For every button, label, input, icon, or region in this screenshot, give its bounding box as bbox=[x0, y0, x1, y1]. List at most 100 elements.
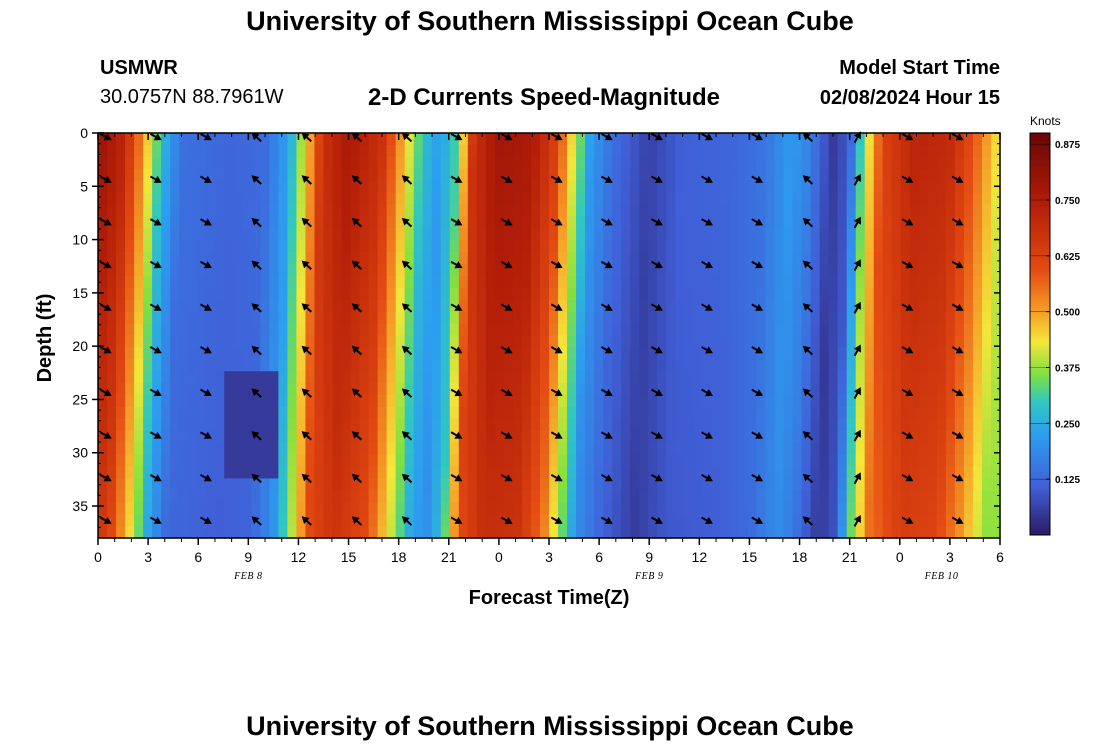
heatmap-cell bbox=[143, 156, 153, 170]
heatmap-cell bbox=[134, 371, 144, 384]
heatmap-cell bbox=[116, 240, 126, 253]
heatmap-cell bbox=[332, 395, 343, 408]
heatmap-cell bbox=[756, 192, 767, 206]
heatmap-cell bbox=[882, 252, 893, 265]
heatmap-cell bbox=[783, 240, 794, 253]
heatmap-cell bbox=[404, 216, 415, 229]
heatmap-cell bbox=[936, 395, 947, 408]
heatmap-cell bbox=[539, 502, 550, 515]
heatmap-cell bbox=[783, 323, 794, 337]
heatmap-cell bbox=[350, 144, 361, 158]
heatmap-cell bbox=[864, 514, 875, 527]
heatmap-cell bbox=[702, 466, 712, 480]
heatmap-cell bbox=[612, 466, 622, 480]
heatmap-cell bbox=[765, 442, 776, 456]
heatmap-cell bbox=[296, 144, 307, 158]
heatmap-cell bbox=[242, 299, 252, 313]
heatmap-cell bbox=[179, 514, 189, 527]
heatmap-cell bbox=[296, 418, 307, 432]
heatmap-cell bbox=[134, 228, 144, 241]
heatmap-cell bbox=[549, 406, 559, 420]
heatmap-cell bbox=[837, 156, 848, 170]
heatmap-cell bbox=[549, 323, 559, 337]
heatmap-cell bbox=[864, 264, 875, 277]
heatmap-cell bbox=[837, 299, 848, 313]
heatmap-cell bbox=[882, 395, 893, 408]
heatmap-cell bbox=[621, 514, 631, 527]
heatmap-cell bbox=[585, 526, 595, 539]
heatmap-cell bbox=[125, 466, 135, 480]
heatmap-cell bbox=[359, 228, 370, 241]
heatmap-cell bbox=[576, 478, 586, 491]
heatmap-cell bbox=[413, 133, 424, 146]
heatmap-cell bbox=[494, 335, 505, 349]
heatmap-cell bbox=[152, 490, 162, 503]
heatmap-cell bbox=[756, 359, 767, 372]
heatmap-cell bbox=[206, 275, 216, 289]
heatmap-cell bbox=[918, 275, 929, 289]
heatmap-cell bbox=[765, 502, 776, 515]
heatmap-cell bbox=[846, 383, 857, 396]
heatmap-cell bbox=[260, 466, 270, 480]
heatmap-cell bbox=[260, 144, 270, 158]
heatmap-cell bbox=[918, 192, 929, 206]
heatmap-cell bbox=[116, 133, 126, 146]
heatmap-cell bbox=[801, 526, 812, 539]
heatmap-cell bbox=[233, 335, 243, 349]
heatmap-cell bbox=[413, 502, 424, 515]
heatmap-cell bbox=[981, 454, 992, 468]
heatmap-cell bbox=[702, 502, 712, 515]
heatmap-cell bbox=[512, 323, 523, 337]
heatmap-cell bbox=[395, 490, 406, 503]
heatmap-cell bbox=[449, 442, 460, 456]
heatmap-cell bbox=[945, 502, 956, 515]
heatmap-cell bbox=[233, 490, 243, 503]
heatmap-cell bbox=[882, 287, 893, 301]
heatmap-cell bbox=[413, 168, 424, 182]
heatmap-cell bbox=[476, 395, 487, 408]
heatmap-cell bbox=[882, 335, 893, 349]
heatmap-cell bbox=[215, 287, 225, 301]
heatmap-cell bbox=[882, 133, 893, 146]
heatmap-cell bbox=[954, 395, 965, 408]
heatmap-cell bbox=[467, 252, 478, 265]
heatmap-cell bbox=[107, 490, 117, 503]
heatmap-cell bbox=[413, 490, 424, 503]
heatmap-cell bbox=[377, 180, 388, 194]
heatmap-cell bbox=[549, 478, 559, 491]
heatmap-cell bbox=[585, 335, 595, 349]
heatmap-cell bbox=[206, 240, 216, 253]
heatmap-cell bbox=[630, 204, 640, 217]
heatmap-cell bbox=[503, 323, 514, 337]
heatmap-cell bbox=[197, 180, 207, 194]
heatmap-cell bbox=[612, 395, 622, 408]
heatmap-cell bbox=[684, 359, 694, 372]
heatmap-cell bbox=[621, 299, 631, 313]
heatmap-cell bbox=[711, 406, 721, 420]
heatmap-cell bbox=[242, 264, 252, 277]
heatmap-cell bbox=[810, 133, 821, 146]
x-tick-label: 3 bbox=[144, 549, 152, 565]
heatmap-cell bbox=[476, 240, 487, 253]
heatmap-cell bbox=[675, 359, 685, 372]
current-arrow bbox=[550, 346, 563, 354]
heatmap-cell bbox=[359, 347, 370, 360]
current-arrow bbox=[802, 516, 814, 526]
heatmap-cell bbox=[278, 490, 289, 503]
heatmap-cell bbox=[386, 490, 397, 503]
heatmap-cell bbox=[179, 418, 189, 432]
heatmap-cell bbox=[260, 240, 270, 253]
current-arrow bbox=[751, 431, 764, 439]
heatmap-cell bbox=[558, 502, 568, 515]
heatmap-cell bbox=[395, 156, 406, 170]
heatmap-cell bbox=[179, 144, 189, 158]
heatmap-cell bbox=[341, 395, 352, 408]
heatmap-cell bbox=[278, 526, 289, 539]
heatmap-cell bbox=[549, 156, 559, 170]
heatmap-cell bbox=[720, 442, 730, 456]
heatmap-cell bbox=[116, 168, 126, 182]
heatmap-cell bbox=[567, 133, 577, 146]
heatmap-cell bbox=[612, 335, 622, 349]
heatmap-cell bbox=[449, 466, 460, 480]
heatmap-cell bbox=[981, 347, 992, 360]
